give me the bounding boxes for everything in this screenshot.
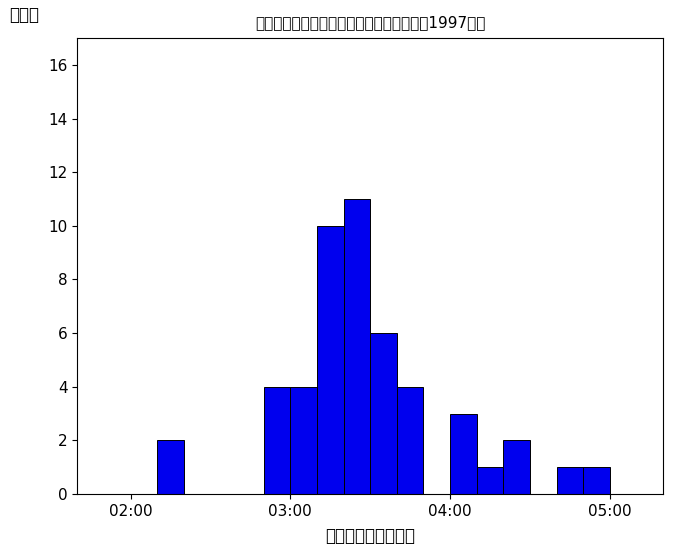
Bar — [370, 333, 397, 494]
Bar — [344, 199, 370, 494]
Bar — [317, 226, 344, 494]
Bar — [157, 440, 184, 494]
Bar — [290, 387, 317, 494]
X-axis label: パフォーマンス時間: パフォーマンス時間 — [325, 527, 415, 545]
Bar — [583, 467, 610, 494]
Bar — [503, 440, 530, 494]
Bar — [450, 413, 477, 494]
Bar — [557, 467, 583, 494]
Title: パフォーマンス時間ごとの歌手数の分布（1997年）: パフォーマンス時間ごとの歌手数の分布（1997年） — [255, 15, 485, 30]
Bar — [264, 387, 290, 494]
Bar — [477, 467, 503, 494]
Bar — [397, 387, 423, 494]
Y-axis label: 歌手数: 歌手数 — [9, 6, 39, 25]
